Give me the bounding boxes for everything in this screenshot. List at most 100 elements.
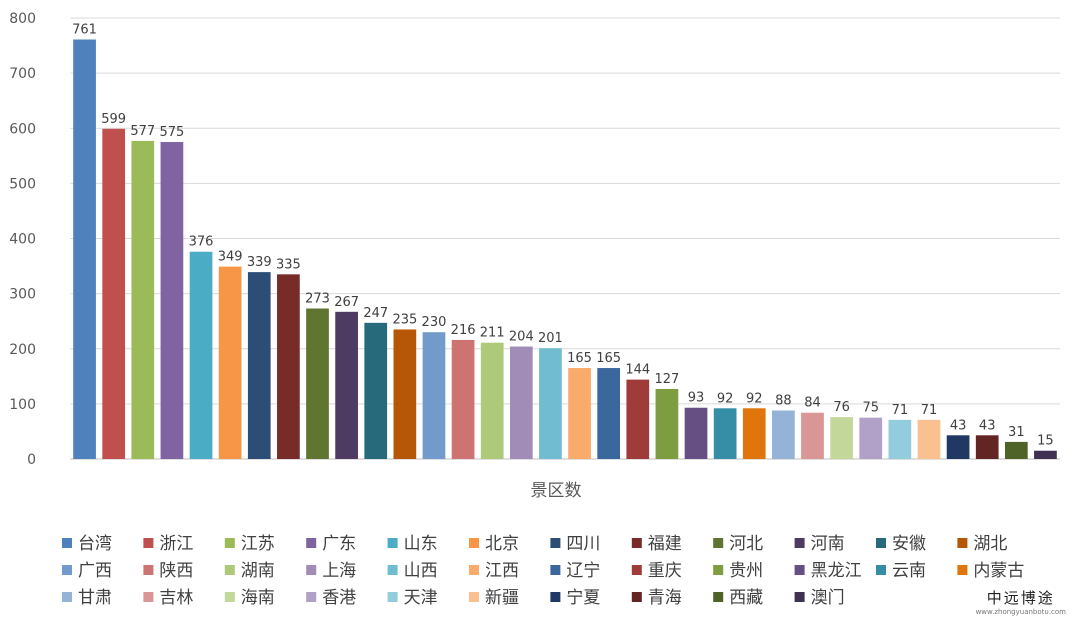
bar-宁夏 xyxy=(946,435,970,459)
legend-label: 河南 xyxy=(811,534,845,554)
legend-item: 内蒙古 xyxy=(957,561,1024,581)
data-label: 761 xyxy=(72,22,97,37)
data-label: 84 xyxy=(804,396,821,411)
legend-item: 湖北 xyxy=(957,534,1007,554)
legend-label: 黑龙江 xyxy=(811,561,862,581)
bar-河南 xyxy=(335,311,358,459)
data-label: 247 xyxy=(363,306,388,321)
bar-江苏 xyxy=(131,140,155,459)
legend-item: 山东 xyxy=(387,534,438,554)
legend-item: 上海 xyxy=(306,561,356,581)
data-label: 76 xyxy=(833,400,850,415)
legend-label: 湖南 xyxy=(241,561,275,581)
legend-swatch xyxy=(62,565,72,575)
data-label: 216 xyxy=(451,323,476,338)
legend-swatch xyxy=(224,565,235,575)
legend-label: 香港 xyxy=(322,588,356,608)
legend-item: 辽宁 xyxy=(550,561,600,581)
legend-swatch xyxy=(550,592,561,602)
data-label: 211 xyxy=(480,326,505,341)
legend-label: 西藏 xyxy=(729,588,763,608)
legend-item: 西藏 xyxy=(713,588,763,608)
gridlines xyxy=(70,17,1060,460)
bar-山西 xyxy=(539,348,562,459)
legend-swatch xyxy=(550,538,561,548)
bar-山东 xyxy=(189,251,213,459)
legend-label: 上海 xyxy=(322,561,356,581)
legend-label: 广西 xyxy=(78,561,112,581)
bar-上海 xyxy=(509,346,533,459)
legend-swatch xyxy=(794,538,805,548)
legend-swatch xyxy=(143,592,154,602)
legend-item: 四川 xyxy=(550,534,600,554)
legend-label: 河北 xyxy=(729,534,763,554)
legend-swatch xyxy=(713,538,724,548)
legend-label: 北京 xyxy=(485,534,519,554)
legend-label: 贵州 xyxy=(729,561,763,581)
legend-label: 吉林 xyxy=(159,588,193,608)
data-label: 577 xyxy=(130,124,155,139)
legend-swatch xyxy=(469,565,479,575)
legend-item: 黑龙江 xyxy=(794,561,862,581)
legend-label: 江西 xyxy=(485,561,519,581)
legend-label: 天津 xyxy=(404,588,438,608)
legend-label: 四川 xyxy=(566,534,600,554)
legend-label: 江苏 xyxy=(241,534,275,554)
data-labels: 761 599 577 575 376 349 339 335 273 267 247 235 230 2… xyxy=(72,22,1054,448)
data-label: 144 xyxy=(625,363,650,378)
legend-swatch xyxy=(876,538,886,548)
bar-甘肃 xyxy=(772,410,795,459)
legend-item: 江西 xyxy=(469,561,519,581)
watermark-logo: 中远博途 www.zhongyuanbotu.com xyxy=(976,587,1066,616)
y-tick-label: 500 xyxy=(9,176,36,192)
legend-item: 新疆 xyxy=(469,588,519,608)
legend-item: 云南 xyxy=(876,561,926,581)
bar-北京 xyxy=(218,266,242,459)
legend-label: 广东 xyxy=(322,534,356,554)
data-label: 235 xyxy=(392,312,417,327)
data-label: 88 xyxy=(775,393,792,408)
x-axis-label: 景区数 xyxy=(531,481,582,501)
bar-陕西 xyxy=(451,339,475,459)
watermark-url-text: www.zhongyuanbotu.com xyxy=(975,608,1066,616)
legend-label: 甘肃 xyxy=(78,588,112,608)
legend-swatch xyxy=(387,565,398,575)
legend-label: 浙江 xyxy=(159,534,193,554)
legend-item: 青海 xyxy=(631,588,682,608)
y-tick-label: 600 xyxy=(9,121,36,137)
legend-item: 吉林 xyxy=(143,588,193,608)
legend-swatch xyxy=(306,538,317,548)
data-label: 71 xyxy=(892,403,909,418)
legend-item: 海南 xyxy=(224,588,275,608)
legend-swatch xyxy=(713,592,724,602)
bar-江西 xyxy=(568,368,591,459)
bar-青海 xyxy=(975,435,999,459)
legend-swatch xyxy=(631,538,642,548)
y-axis-ticks: 0 100 200 300 400 500 600 700 800 xyxy=(9,11,36,468)
bars xyxy=(73,39,1057,459)
legend-item: 河北 xyxy=(713,534,763,554)
legend-label: 辽宁 xyxy=(566,561,600,581)
legend-swatch xyxy=(957,565,968,575)
bar-湖南 xyxy=(480,342,504,459)
data-label: 575 xyxy=(159,125,184,140)
legend-item: 山西 xyxy=(387,561,438,581)
bar-河北 xyxy=(306,308,329,459)
bar-福建 xyxy=(277,274,300,459)
data-label: 267 xyxy=(334,295,359,310)
legend-label: 宁夏 xyxy=(566,588,600,608)
legend-label: 澳门 xyxy=(811,588,845,608)
legend-label: 福建 xyxy=(648,534,682,554)
bar-广东 xyxy=(160,142,184,459)
legend-item: 澳门 xyxy=(794,588,845,608)
data-label: 349 xyxy=(218,250,243,265)
data-label: 31 xyxy=(1008,425,1025,440)
legend-item: 北京 xyxy=(469,534,519,554)
data-label: 201 xyxy=(538,331,563,346)
legend-swatch xyxy=(387,592,398,602)
legend-item: 重庆 xyxy=(631,561,682,581)
legend-item: 福建 xyxy=(631,534,682,554)
bar-湖北 xyxy=(393,329,417,459)
